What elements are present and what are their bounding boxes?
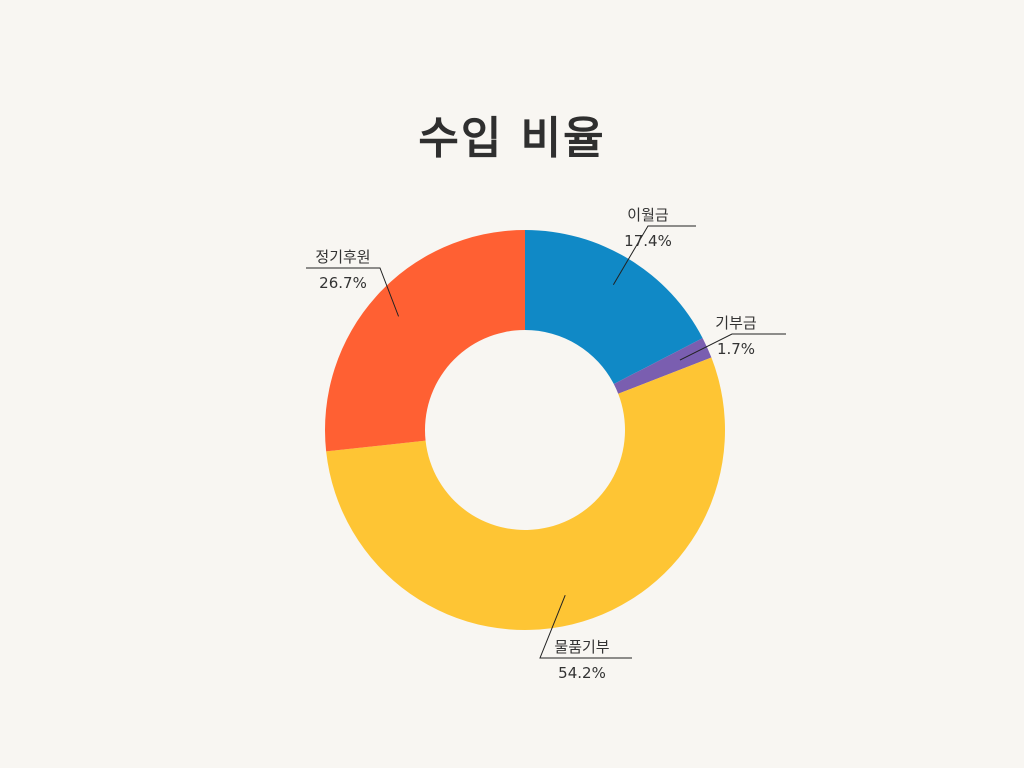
slice-value-4: 26.7%: [319, 274, 367, 292]
slice-label-3: 물품기부: [554, 638, 609, 656]
slice-label-2: 기부금: [715, 314, 757, 332]
slice-1: [525, 230, 703, 385]
slice-label-4: 정기후원: [315, 248, 370, 266]
slice-4: [324, 230, 525, 452]
slice-value-2: 1.7%: [717, 340, 755, 358]
leader-line-2: [679, 333, 786, 361]
leader-line-4: [306, 267, 400, 317]
slice-value-3: 54.2%: [558, 664, 606, 682]
chart-title: 수입 비율: [418, 113, 606, 164]
slice-value-1: 17.4%: [624, 232, 672, 250]
slice-2: [613, 338, 712, 394]
slice-label-1: 이월금: [627, 206, 669, 224]
leader-line-1: [612, 225, 696, 286]
slice-3: [326, 357, 725, 630]
leader-line-3: [539, 594, 632, 659]
